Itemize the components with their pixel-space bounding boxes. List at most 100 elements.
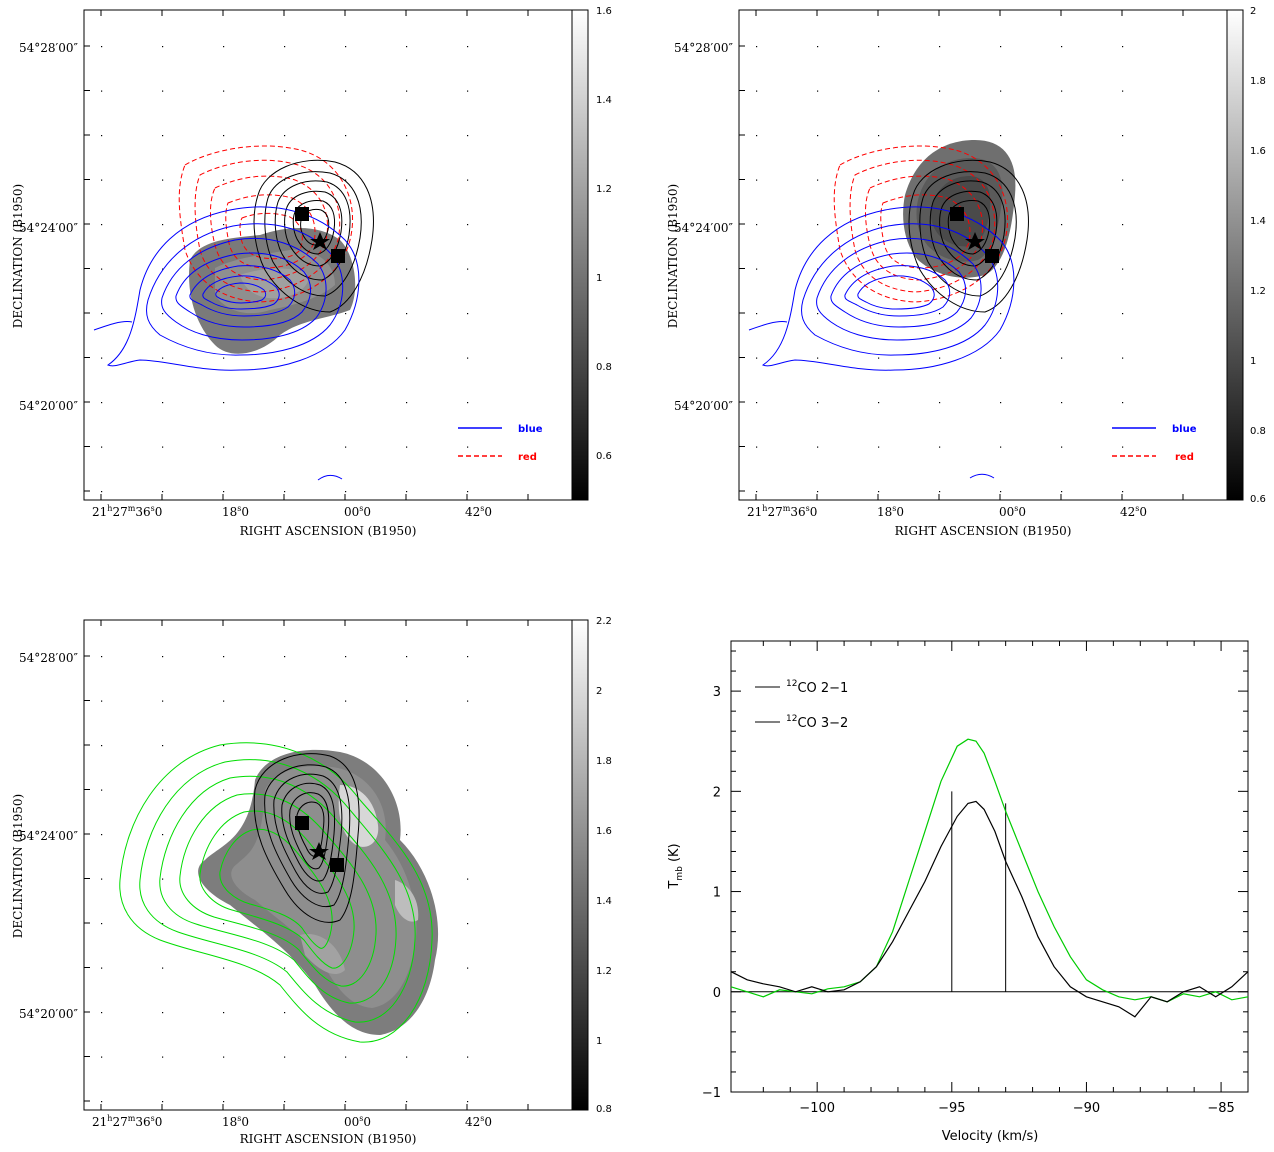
grid-dot [878,446,880,448]
grid-dot [756,268,758,270]
grid-dot [223,402,225,404]
grid-dot [467,179,469,181]
grid-dot [467,1056,469,1058]
grid-dot [162,402,164,404]
grid-dot [939,491,941,493]
grid-dot [817,402,819,404]
grid-dot [162,1012,164,1014]
grid-dot [878,46,880,48]
grid-dot [284,656,286,658]
grid-dot [467,446,469,448]
grid-dot [406,224,408,226]
grid-dot [467,402,469,404]
grid-dot [756,224,758,226]
grid-dot [756,357,758,359]
grid-dot [162,700,164,702]
grid-dot [467,1101,469,1103]
grid-dot [101,923,103,925]
grid-dot [939,46,941,48]
grid-dot [817,446,819,448]
grid-dot [1061,224,1063,226]
x-tick-label: 21h27m36s0 [92,504,162,519]
grid-dot [467,967,469,969]
grid-dot [939,357,941,359]
grid-dot [101,313,103,315]
grid-dot [223,179,225,181]
grid-dot [162,923,164,925]
grid-dot [284,446,286,448]
grid-dot [345,135,347,137]
star-marker [309,842,329,860]
colorbar-ticks: 2 1.8 1.6 1.4 1.2 1 0.8 0.6 [1250,6,1266,505]
grid-dot [1061,446,1063,448]
spectrum-panel: −100 −95 −90 −85 −1 0 1 2 3 12CO 2−1 12CO 3−2 Ve… [667,640,1249,1144]
legend-red-label: red [1175,452,1194,463]
grid-dot [284,491,286,493]
source-square-marker [950,207,964,221]
grid-dot [406,46,408,48]
grid-dot [1000,313,1002,315]
grid-dot [223,1012,225,1014]
grid-dot [284,357,286,359]
grid-dot [817,357,819,359]
grid-dot [223,834,225,836]
grid-dot [467,491,469,493]
grid-dot [817,90,819,92]
grid-dot [162,967,164,969]
grid-dot [467,357,469,359]
grid-dot [756,446,758,448]
y-axis-label: DECLINATION (B1950) [11,184,25,328]
grid-dot [1122,357,1124,359]
grid-dot [101,700,103,702]
grid-dot [1061,357,1063,359]
grid-dot [939,90,941,92]
grid-dot [101,179,103,181]
grid-dot [162,745,164,747]
legend-blue-label: blue [518,424,543,435]
grid-dot [162,789,164,791]
y-tick-label: 1 [713,886,721,901]
map-panel-bottom-left: 2.2 2 1.8 1.6 1.4 1.2 1 0.8 21h27m36s0 1… [11,616,612,1146]
grid-dot [223,656,225,658]
grid-dot [1122,90,1124,92]
x-tick-labels: 21h27m36s0 18s0 00s0 42s0 [92,1114,492,1129]
y-tick-label: 54°20′00″ [674,399,734,413]
colorbar-ticks: 1.6 1.4 1.2 1 0.8 0.6 [596,6,612,462]
grid-dot [223,789,225,791]
x-tick-label: 00s0 [999,504,1026,519]
grid-dot [756,46,758,48]
blue-lobe-contours [93,206,360,481]
grid-dot [162,46,164,48]
y-tick-label: −1 [702,1086,721,1101]
grid-dot [406,656,408,658]
grid-dot [162,656,164,658]
grid-dot [162,268,164,270]
grid-dot [1061,491,1063,493]
star-marker [310,232,330,250]
grid-dot [406,135,408,137]
colorbar-tick-label: 0.6 [596,451,612,462]
axis-ticks: −100 −95 −90 −85 −1 0 1 2 3 [702,641,1248,1116]
grid-dot [406,357,408,359]
grid-dot [345,700,347,702]
grid-dot [284,1012,286,1014]
colorbar-tick-label: 1 [1250,356,1256,367]
grid-dot [1061,90,1063,92]
grid-dot [406,491,408,493]
grid-dot [756,90,758,92]
colorbar-tick-label: 1 [596,1036,602,1047]
grid-dot [467,789,469,791]
grid-dot [284,179,286,181]
grid-dot [101,789,103,791]
colorbar [571,9,589,501]
grid-dot [101,878,103,880]
colorbar-tick-label: 1.2 [596,966,612,977]
grid-dot [101,135,103,137]
grid-dot [101,1101,103,1103]
legend-label-co21: 12CO 2−1 [786,679,848,696]
grid-dot [939,313,941,315]
grid-dot [467,878,469,880]
grid-dot [1122,179,1124,181]
grid-dot [162,357,164,359]
